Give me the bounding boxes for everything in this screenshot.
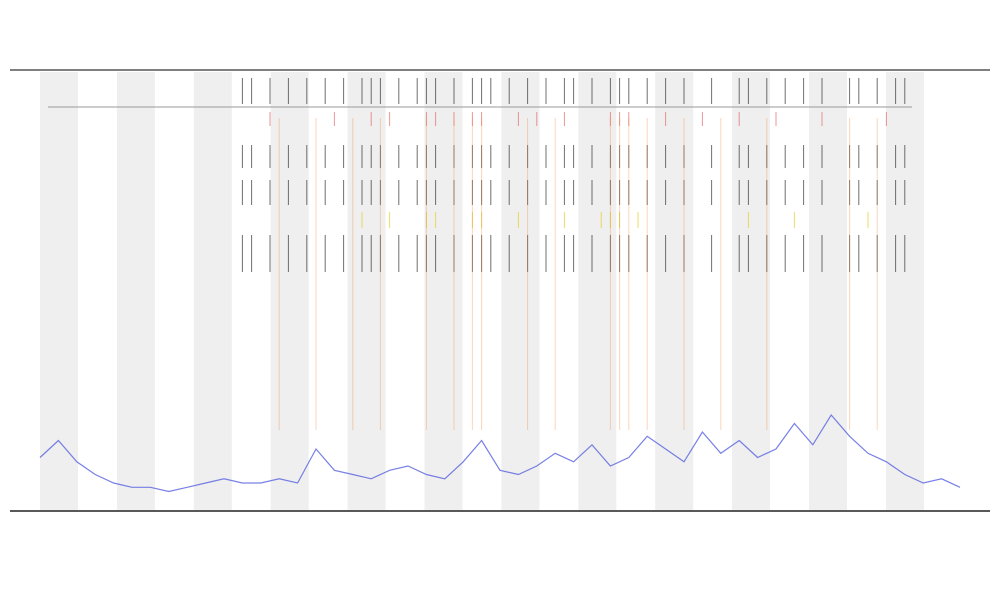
band bbox=[40, 72, 78, 510]
band bbox=[809, 72, 847, 510]
data-line bbox=[39, 413, 961, 493]
band bbox=[655, 72, 694, 510]
band bbox=[193, 72, 232, 510]
band bbox=[885, 72, 924, 510]
band bbox=[270, 72, 309, 510]
background-bands bbox=[40, 72, 924, 510]
band bbox=[424, 72, 463, 510]
band bbox=[347, 72, 386, 510]
band bbox=[732, 72, 771, 510]
band bbox=[116, 72, 155, 510]
band bbox=[501, 72, 540, 510]
